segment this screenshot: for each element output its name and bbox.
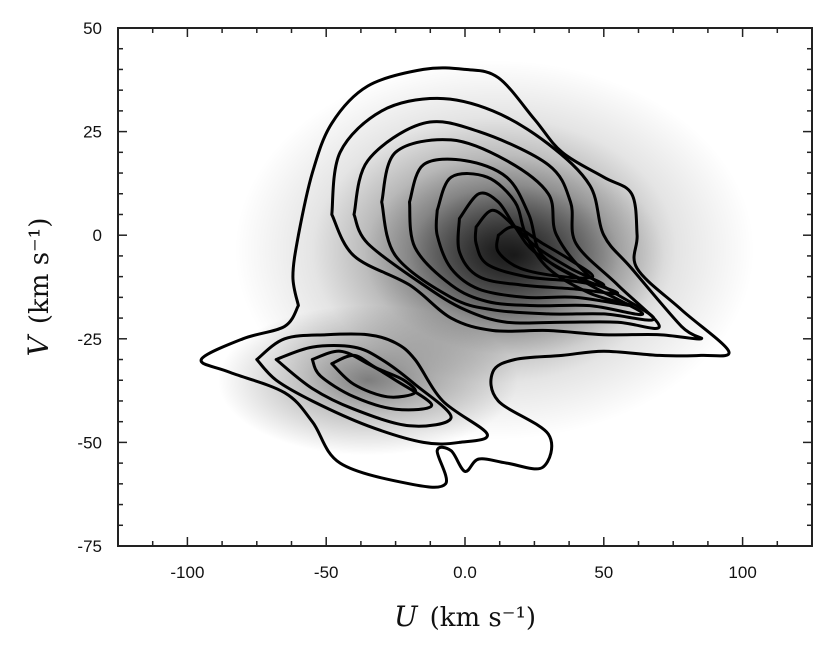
x-tick-label: 50 bbox=[594, 563, 613, 582]
y-tick-label: 25 bbox=[83, 123, 102, 142]
contour-upper-4 bbox=[380, 138, 656, 322]
contour-upper-8 bbox=[473, 208, 606, 287]
contour-lower-2 bbox=[274, 344, 453, 428]
x-axis-ticks: -100 -50 0.0 50 100 bbox=[117, 28, 813, 582]
y-tick-label: 50 bbox=[83, 19, 102, 38]
y-tick-label: -50 bbox=[77, 433, 102, 452]
x-axis-label-unit: (km s⁻¹) bbox=[430, 603, 536, 633]
x-tick-label: -50 bbox=[314, 563, 339, 582]
contour-upper-3 bbox=[352, 120, 661, 330]
density-blob-secondary bbox=[217, 305, 518, 456]
y-axis-label-unit: (km s⁻¹) bbox=[25, 218, 55, 324]
y-tick-label: -75 bbox=[77, 537, 102, 556]
contour-lower-3 bbox=[310, 349, 434, 412]
contour-upper-2 bbox=[330, 96, 704, 341]
x-axis-label-symbol: U bbox=[394, 600, 419, 633]
y-tick-label: 0 bbox=[93, 226, 102, 245]
contour-upper-6 bbox=[434, 172, 634, 308]
contour-upper-9 bbox=[495, 225, 595, 280]
contour-lower-4 bbox=[330, 353, 418, 399]
y-tick-label: -25 bbox=[77, 330, 102, 349]
contour-lines bbox=[199, 66, 731, 489]
y-axis-label-symbol: V bbox=[22, 333, 55, 356]
contour-upper-1 bbox=[199, 66, 731, 489]
x-tick-label: 100 bbox=[728, 563, 756, 582]
y-axis-label: V (km s⁻¹) bbox=[22, 218, 55, 357]
x-axis-label: U (km s⁻¹) bbox=[394, 600, 536, 633]
x-tick-label: 0.0 bbox=[453, 563, 477, 582]
x-tick-label: -100 bbox=[170, 563, 204, 582]
y-axis-ticks: 50 25 0 -25 -50 -75 bbox=[77, 19, 812, 556]
contour-lower-1 bbox=[255, 332, 489, 446]
